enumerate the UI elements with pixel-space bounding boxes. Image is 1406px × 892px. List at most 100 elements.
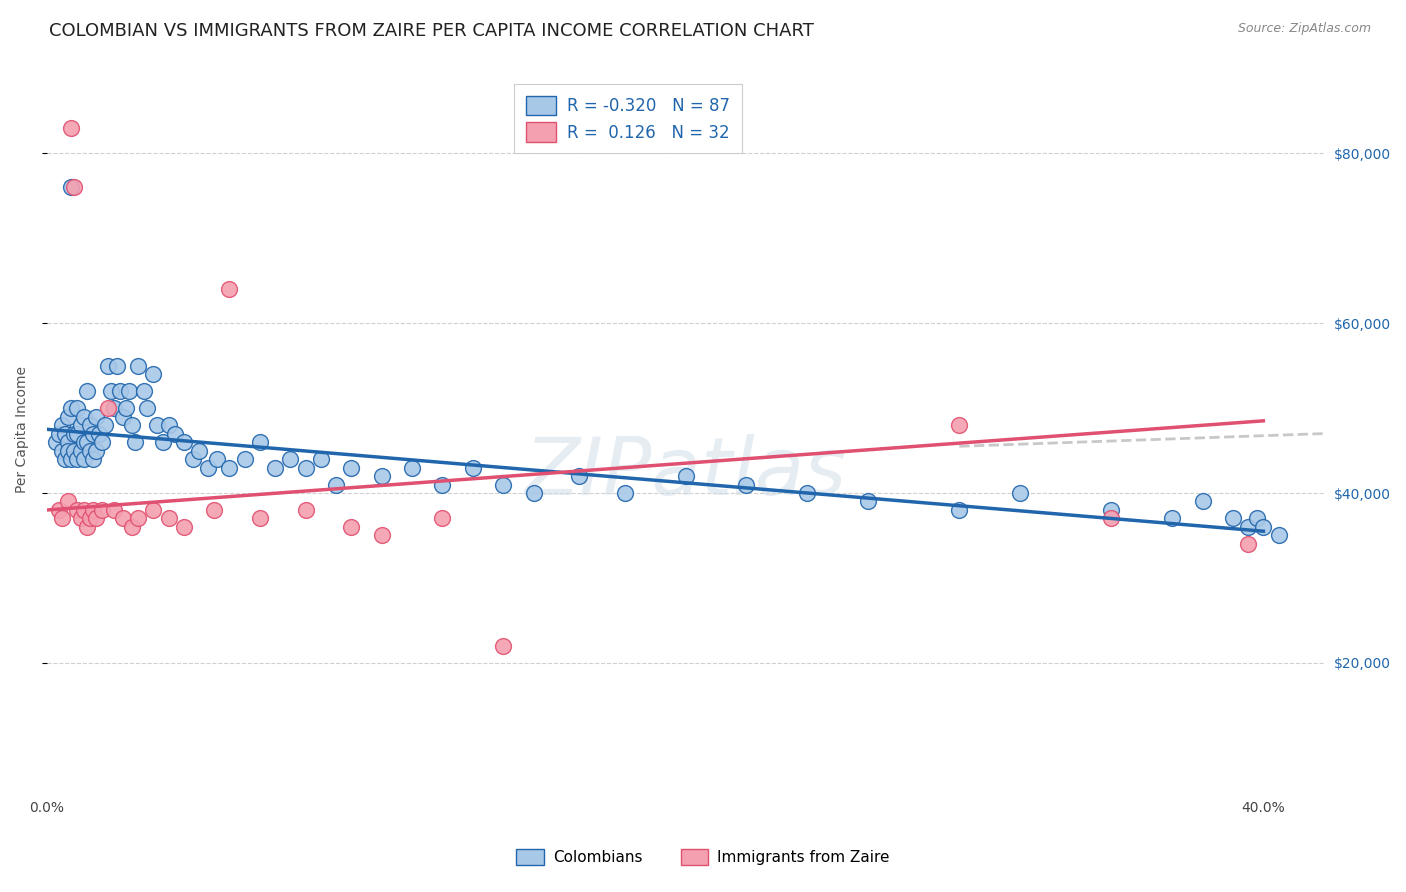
Point <box>1099 511 1122 525</box>
Point <box>63 180 86 194</box>
Point <box>76 435 98 450</box>
Point <box>82 503 104 517</box>
Point <box>340 520 363 534</box>
Point <box>432 477 454 491</box>
Point <box>181 452 204 467</box>
Point <box>249 435 271 450</box>
Point <box>675 469 697 483</box>
Point <box>188 443 211 458</box>
Point <box>72 435 94 450</box>
Point <box>1099 503 1122 517</box>
Point <box>325 477 347 491</box>
Point <box>79 418 101 433</box>
Point <box>568 469 591 483</box>
Point <box>60 120 83 135</box>
Point <box>60 401 83 416</box>
Point <box>66 401 89 416</box>
Point <box>613 486 636 500</box>
Point <box>72 452 94 467</box>
Point <box>948 418 970 433</box>
Point <box>84 511 107 525</box>
Point <box>63 426 86 441</box>
Point <box>197 460 219 475</box>
Point <box>796 486 818 500</box>
Point <box>94 418 117 433</box>
Point <box>69 443 91 458</box>
Point <box>100 384 122 398</box>
Point <box>76 384 98 398</box>
Point <box>218 460 240 475</box>
Point <box>76 520 98 534</box>
Point <box>1222 511 1244 525</box>
Point <box>735 477 758 491</box>
Point <box>84 409 107 424</box>
Point <box>1191 494 1213 508</box>
Point <box>233 452 256 467</box>
Point <box>82 452 104 467</box>
Point <box>66 503 89 517</box>
Point <box>401 460 423 475</box>
Point <box>370 528 392 542</box>
Point <box>136 401 159 416</box>
Point <box>1237 537 1260 551</box>
Point <box>97 401 120 416</box>
Point <box>66 426 89 441</box>
Point <box>294 503 316 517</box>
Point <box>948 503 970 517</box>
Point <box>1253 520 1275 534</box>
Point <box>173 435 195 450</box>
Point <box>115 401 138 416</box>
Point <box>69 511 91 525</box>
Point <box>60 452 83 467</box>
Point <box>461 460 484 475</box>
Point <box>103 503 125 517</box>
Point <box>157 511 180 525</box>
Point <box>69 418 91 433</box>
Legend: R = -0.320   N = 87, R =  0.126   N = 32: R = -0.320 N = 87, R = 0.126 N = 32 <box>515 84 742 153</box>
Point <box>105 359 128 373</box>
Point <box>127 511 149 525</box>
Point <box>84 443 107 458</box>
Point <box>87 426 110 441</box>
Point <box>58 435 80 450</box>
Point <box>1237 520 1260 534</box>
Point <box>121 520 143 534</box>
Text: ZIPatlas: ZIPatlas <box>524 434 846 512</box>
Point <box>112 409 135 424</box>
Point <box>58 494 80 508</box>
Point <box>108 384 131 398</box>
Point <box>145 418 167 433</box>
Point <box>152 435 174 450</box>
Point <box>249 511 271 525</box>
Point <box>492 477 515 491</box>
Point <box>202 503 225 517</box>
Point <box>124 435 146 450</box>
Point <box>58 409 80 424</box>
Point <box>142 367 165 381</box>
Point <box>278 452 301 467</box>
Point <box>370 469 392 483</box>
Point <box>90 435 112 450</box>
Point <box>207 452 229 467</box>
Point <box>127 359 149 373</box>
Point <box>121 418 143 433</box>
Point <box>856 494 879 508</box>
Point <box>134 384 156 398</box>
Point <box>1246 511 1268 525</box>
Point <box>63 443 86 458</box>
Point <box>58 443 80 458</box>
Legend: Colombians, Immigrants from Zaire: Colombians, Immigrants from Zaire <box>510 843 896 871</box>
Point <box>51 443 73 458</box>
Point <box>1010 486 1032 500</box>
Point <box>1161 511 1184 525</box>
Point <box>522 486 544 500</box>
Point <box>72 409 94 424</box>
Point <box>51 418 73 433</box>
Point <box>264 460 287 475</box>
Point <box>79 443 101 458</box>
Point <box>60 180 83 194</box>
Point <box>492 639 515 653</box>
Point <box>1267 528 1289 542</box>
Y-axis label: Per Capita Income: Per Capita Income <box>15 366 30 493</box>
Point <box>112 511 135 525</box>
